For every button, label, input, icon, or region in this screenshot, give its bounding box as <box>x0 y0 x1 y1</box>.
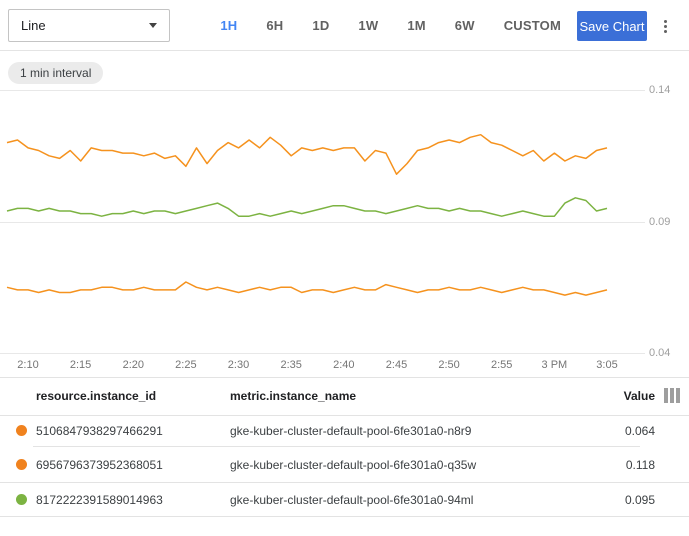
range-button-1m[interactable]: 1M <box>405 14 427 37</box>
x-axis-tick-label: 3 PM <box>541 359 568 371</box>
cell-instance-id: 6956796373952368051 <box>36 458 163 472</box>
time-range-group: 1H 6H 1D 1W 1M 6W CUSTOM <box>218 0 563 51</box>
gridline <box>0 221 645 223</box>
cell-instance-id: 5106847938297466291 <box>36 424 163 438</box>
x-axis-tick-label: 2:50 <box>438 359 460 371</box>
range-button-1d[interactable]: 1D <box>310 14 331 37</box>
header-divider <box>0 415 689 416</box>
cell-instance-name: gke-kuber-cluster-default-pool-6fe301a0-… <box>230 424 472 438</box>
column-header-instance-id: resource.instance_id <box>36 389 157 403</box>
series-line <box>6 281 608 296</box>
series-line <box>6 197 608 217</box>
table-bottom-divider <box>0 516 689 517</box>
cell-value: 0.118 <box>625 458 655 472</box>
kebab-menu-icon[interactable] <box>653 14 677 38</box>
x-axis-tick-label: 2:45 <box>385 359 408 371</box>
column-settings-icon[interactable] <box>664 388 684 403</box>
gridline <box>0 90 645 91</box>
x-axis-tick-label: 2:35 <box>280 359 302 371</box>
table-top-divider <box>0 377 689 378</box>
series-color-dot <box>16 459 27 470</box>
series-color-dot <box>16 425 27 436</box>
chart-type-value: Line <box>21 18 46 33</box>
cell-instance-id: 8172222391589014963 <box>36 493 163 507</box>
toolbar: Line 1H 6H 1D 1W 1M 6W CUSTOM Save Chart <box>0 0 689 51</box>
cell-value: 0.064 <box>624 424 655 438</box>
chart-type-select[interactable]: Line <box>8 9 170 42</box>
chevron-down-icon <box>149 23 157 28</box>
cell-instance-name: gke-kuber-cluster-default-pool-6fe301a0-… <box>230 493 474 507</box>
y-axis-tick-label: 0.09 <box>649 215 671 228</box>
interval-chip[interactable]: 1 min interval <box>8 62 104 84</box>
cell-value: 0.095 <box>624 493 655 507</box>
table-header: resource.instance_id metric.instance_nam… <box>0 377 689 415</box>
x-axis-tick-label: 2:30 <box>227 359 250 371</box>
range-button-6w[interactable]: 6W <box>453 14 477 37</box>
table-row[interactable]: 6956796373952368051 gke-kuber-cluster-de… <box>0 446 689 482</box>
y-axis-tick-label: 0.04 <box>649 347 671 359</box>
x-axis-tick-label: 2:15 <box>69 359 92 371</box>
column-header-value: Value <box>623 389 655 403</box>
x-axis-tick-label: 2:10 <box>17 359 39 371</box>
range-button-custom[interactable]: CUSTOM <box>502 14 563 37</box>
line-chart[interactable]: 0.14 0.09 0.04 2:10 2:15 2:20 2:25 2:30 2:35 2:4… <box>0 51 689 377</box>
table-row[interactable]: 5106847938297466291 gke-kuber-cluster-de… <box>0 415 689 446</box>
chart-series-lines <box>6 133 608 296</box>
x-axis-tick-label: 2:55 <box>490 359 513 371</box>
range-button-6h[interactable]: 6H <box>264 14 285 37</box>
x-axis-tick-label: 2:25 <box>175 359 197 371</box>
table-row[interactable]: 8172222391589014963 gke-kuber-cluster-de… <box>0 482 689 516</box>
column-header-instance-name: metric.instance_name <box>230 389 357 403</box>
x-axis-tick-label: 2:40 <box>333 359 355 371</box>
x-axis-tick-label: 2:20 <box>122 359 144 371</box>
row-divider <box>0 482 689 483</box>
x-axis-tick-label: 3:05 <box>596 359 618 371</box>
range-button-1w[interactable]: 1W <box>356 14 380 37</box>
series-line <box>6 133 608 175</box>
save-chart-button[interactable]: Save Chart <box>577 11 647 41</box>
y-axis-tick-label: 0.14 <box>649 84 671 96</box>
row-divider <box>33 446 640 447</box>
range-button-1h[interactable]: 1H <box>218 14 239 37</box>
series-color-dot <box>16 494 27 505</box>
gridline <box>0 353 645 354</box>
cell-instance-name: gke-kuber-cluster-default-pool-6fe301a0-… <box>230 458 477 472</box>
